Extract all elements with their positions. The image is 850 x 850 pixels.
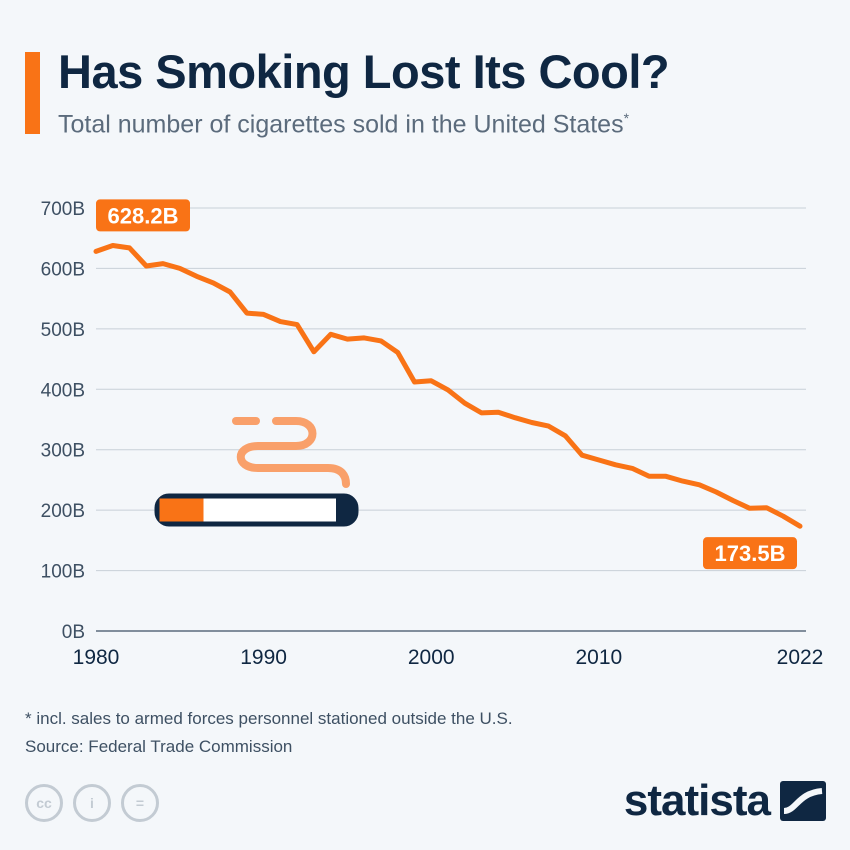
x-tick-label: 2022	[777, 646, 824, 669]
cigarette-filter	[159, 498, 204, 522]
chart-grid	[96, 207, 806, 632]
accent-bar	[25, 52, 40, 134]
nd-icon[interactable]: =	[121, 784, 159, 822]
y-tick-label: 500B	[41, 320, 85, 341]
page-subtitle: Total number of cigarettes sold in the U…	[58, 110, 629, 139]
page-title: Has Smoking Lost Its Cool?	[58, 45, 670, 98]
series-line	[93, 243, 803, 529]
x-tick-label: 2010	[575, 646, 622, 669]
smoke-icon	[236, 417, 350, 488]
footnote: * incl. sales to armed forces personnel …	[25, 709, 513, 728]
statista-logo-icon	[780, 781, 826, 821]
y-tick-label: 400B	[41, 380, 85, 401]
y-tick-label: 600B	[41, 259, 85, 280]
y-tick-label: 0B	[62, 622, 85, 643]
data-label: 173.5B	[715, 541, 786, 566]
brand-name: statista	[623, 776, 771, 825]
data-label-box	[96, 199, 190, 232]
subtitle-text: Total number of cigarettes sold in the U…	[58, 110, 624, 139]
subtitle-footnote-marker: *	[623, 110, 630, 126]
cc-icon[interactable]: cc	[25, 784, 63, 822]
cigarette-body	[154, 493, 359, 527]
x-tick-label: 2000	[408, 646, 455, 669]
y-tick-label: 100B	[41, 562, 85, 583]
source: Source: Federal Trade Commission	[25, 737, 293, 756]
line-chart: 0B 100B 200B 300B 400B 500B 600B 700B 1980 1990 2…	[41, 199, 824, 669]
x-axis: 1980 1990 2000 2010 2022	[73, 646, 824, 669]
y-axis: 0B 100B 200B 300B 400B 500B 600B 700B	[41, 199, 85, 643]
y-tick-label: 700B	[41, 199, 85, 220]
data-label: 628.2B	[108, 203, 179, 228]
x-tick-label: 1980	[73, 646, 120, 669]
x-tick-label: 1990	[240, 646, 287, 669]
by-icon[interactable]: i	[73, 784, 111, 822]
annotations: 628.2B 173.5B	[96, 199, 797, 570]
brand-logo[interactable]: statista	[624, 776, 826, 826]
data-label-box	[703, 537, 797, 570]
cigarette-illustration	[154, 417, 359, 527]
license-icons: cc i =	[25, 784, 159, 822]
y-tick-label: 300B	[41, 441, 85, 462]
y-tick-label: 200B	[41, 501, 85, 522]
cigarette-tip	[336, 498, 354, 522]
